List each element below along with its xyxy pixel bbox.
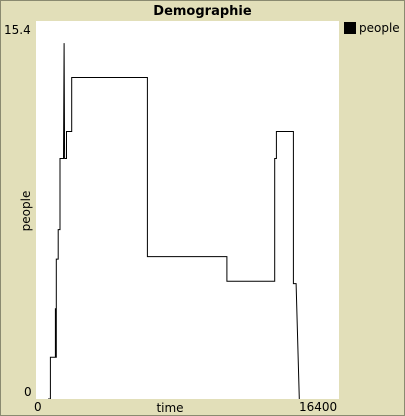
series-line-people: [48, 43, 300, 399]
y-axis-label: people: [19, 190, 33, 232]
x-tick-min: 0: [34, 400, 42, 414]
plot-area: [36, 21, 339, 399]
chart-svg: [48, 43, 300, 399]
y-tick-min: 0: [24, 385, 32, 399]
legend-label-people: people: [359, 21, 400, 35]
x-tick-max: 16400: [299, 400, 338, 414]
legend-swatch-people: [344, 22, 356, 34]
y-tick-max: 15.4: [4, 23, 31, 37]
chart-title: Demographie: [153, 4, 252, 19]
x-axis-label: time: [156, 401, 184, 415]
legend: people: [344, 21, 400, 35]
